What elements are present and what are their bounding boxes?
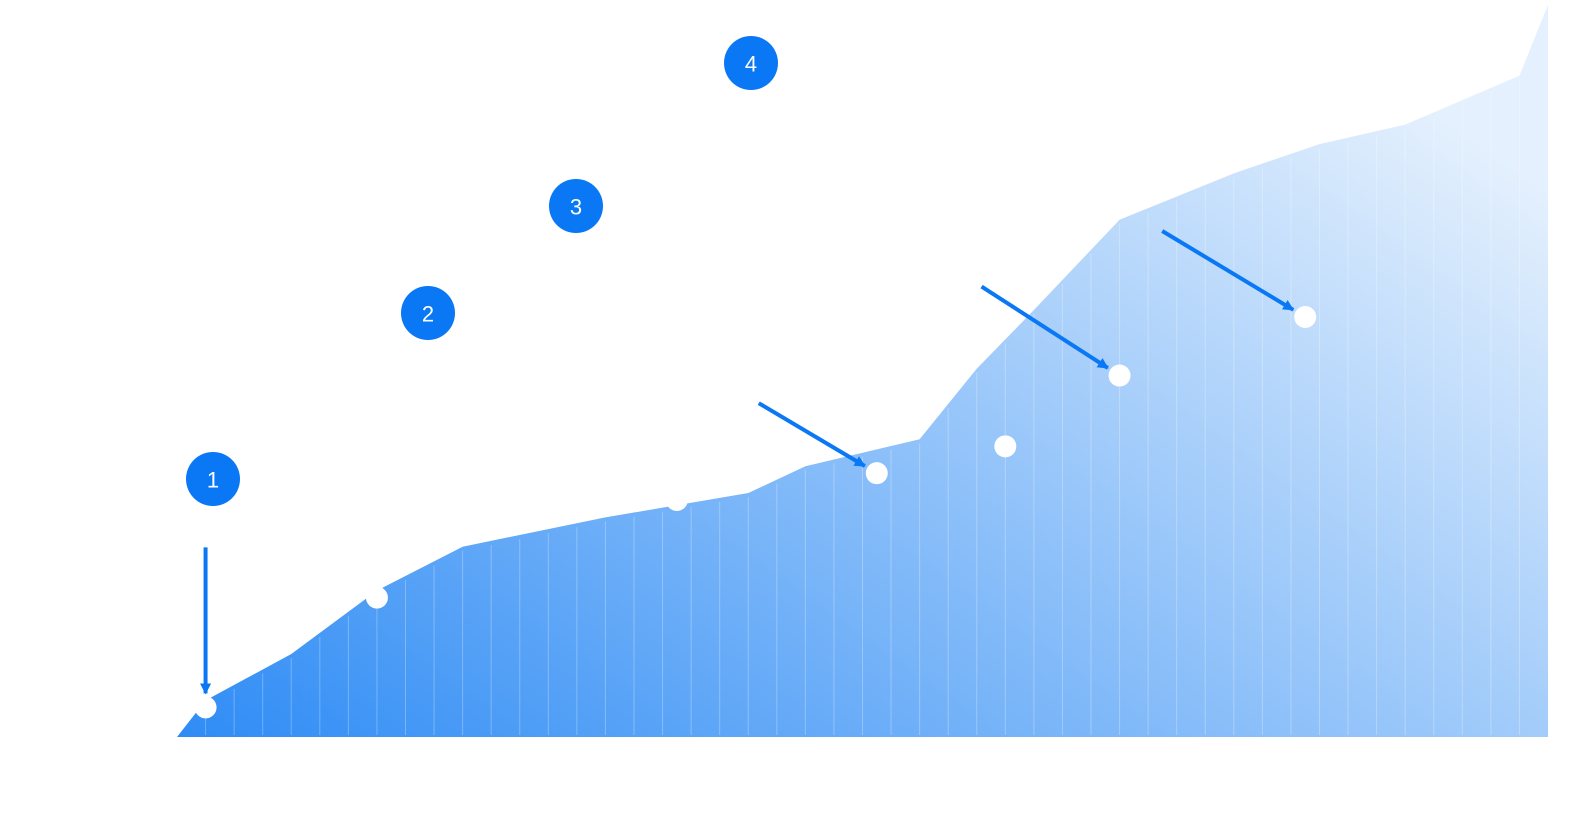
annotation-layer: 1 2 3 4: [186, 36, 1295, 695]
annotation-badge-circle: [401, 286, 455, 340]
data-point-marker: [365, 586, 388, 609]
annotation-badge-circle: [549, 179, 603, 233]
data-point-marker: [1294, 306, 1317, 328]
data-point-marker: [194, 696, 217, 719]
annotation-badge: 4: [724, 36, 778, 90]
annotation-badge: 2: [401, 286, 455, 340]
annotation-badge-circle: [724, 36, 778, 90]
annotation-badge-label: 2: [422, 302, 434, 327]
annotation-badge-label: 4: [745, 52, 757, 77]
area-series: [177, 5, 1548, 737]
annotation-badge: 3: [549, 179, 603, 233]
annotation-badge-circle: [186, 452, 240, 506]
marker-layer: [194, 306, 1317, 719]
stripe-layer: [205, 79, 1520, 735]
data-point-marker: [865, 462, 888, 485]
area-layer: [177, 5, 1548, 737]
data-point-marker: [665, 489, 688, 511]
annotation-badge: 1: [186, 452, 240, 506]
annotation-badge-label: 1: [207, 468, 219, 493]
annotation-arrow: [1161, 229, 1295, 312]
annotation-arrow: [757, 401, 866, 468]
data-point-marker: [994, 435, 1017, 458]
annotation-arrow: [980, 284, 1109, 370]
data-point-marker: [1108, 364, 1131, 387]
annotation-badge-label: 3: [570, 195, 582, 220]
